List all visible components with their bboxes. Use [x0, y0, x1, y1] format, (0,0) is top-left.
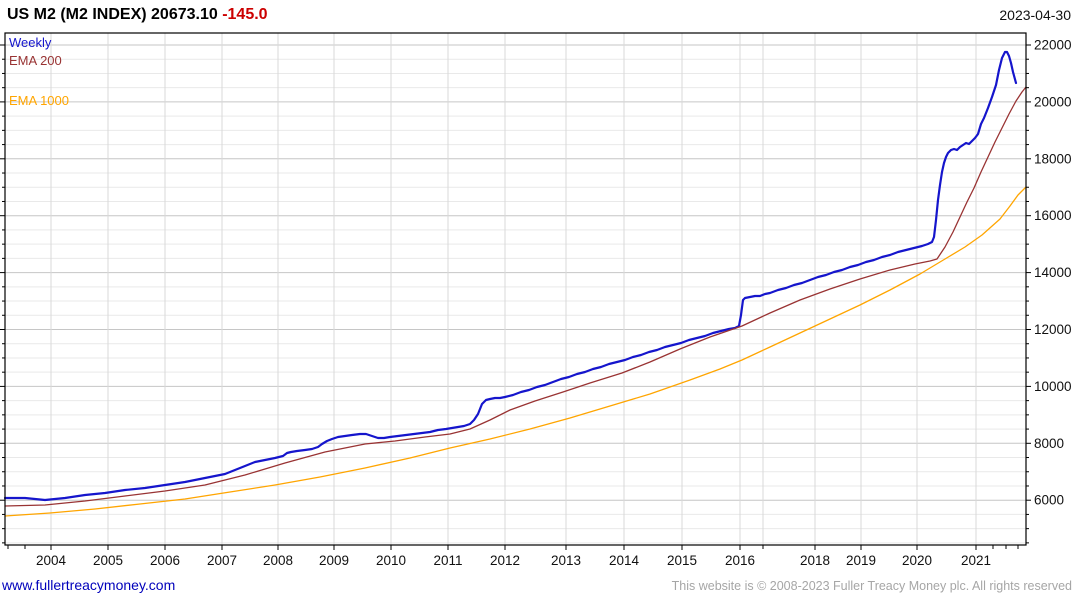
plot-border [4, 32, 1027, 546]
x-axis-label: 2019 [846, 553, 876, 568]
x-axis-label: 2020 [902, 553, 932, 568]
x-axis-label: 2010 [376, 553, 406, 568]
x-axis-label: 2007 [207, 553, 237, 568]
footer-copyright-text: This website is © 2008-2023 Fuller Treac… [671, 579, 1072, 593]
chart-title-last-value: 20673.10 [151, 6, 218, 23]
x-axis-label: 2016 [725, 553, 755, 568]
chart-title: US M2 (M2 INDEX) 20673.10 -145.0 [7, 6, 268, 24]
legend-ema-1000: EMA 1000 [9, 93, 69, 108]
x-axis-label: 2006 [150, 553, 180, 568]
x-axis-label: 2004 [36, 553, 67, 568]
x-axis-label: 2008 [263, 553, 293, 568]
legend-weekly: Weekly [9, 35, 52, 50]
x-axis-label: 2009 [319, 553, 349, 568]
x-axis-label: 2011 [433, 553, 462, 568]
x-axis-label: 2013 [551, 553, 581, 568]
ema-200-line [4, 86, 1027, 507]
x-axis-label: 2012 [490, 553, 520, 568]
y-axis-label: 8000 [1034, 436, 1064, 451]
y-axis-label: 12000 [1034, 322, 1072, 337]
y-axis-label: 16000 [1034, 208, 1072, 223]
x-axis-label: 2015 [667, 553, 697, 568]
chart-date: 2023-04-30 [999, 7, 1071, 23]
ema-1000-line [4, 186, 1027, 517]
m2-weekly-line [3, 50, 1018, 502]
y-axis-label: 18000 [1034, 151, 1072, 166]
y-axis-label: 10000 [1034, 379, 1072, 394]
y-axis-label: 14000 [1034, 265, 1072, 280]
footer-site-link[interactable]: www.fullertreacymoney.com [2, 577, 176, 593]
x-axis-label: 2005 [93, 553, 123, 568]
x-axis-label: 2018 [800, 553, 830, 568]
x-axis-label: 2021 [961, 553, 991, 568]
y-axis-label: 20000 [1034, 94, 1072, 109]
y-axis-label: 6000 [1034, 493, 1064, 508]
y-axis-label: 22000 [1034, 38, 1072, 53]
legend-ema-200: EMA 200 [9, 53, 62, 68]
chart-title-change: -145.0 [222, 6, 268, 23]
x-axis-label: 2014 [609, 553, 640, 568]
chart-title-name: US M2 (M2 INDEX) [7, 6, 152, 23]
